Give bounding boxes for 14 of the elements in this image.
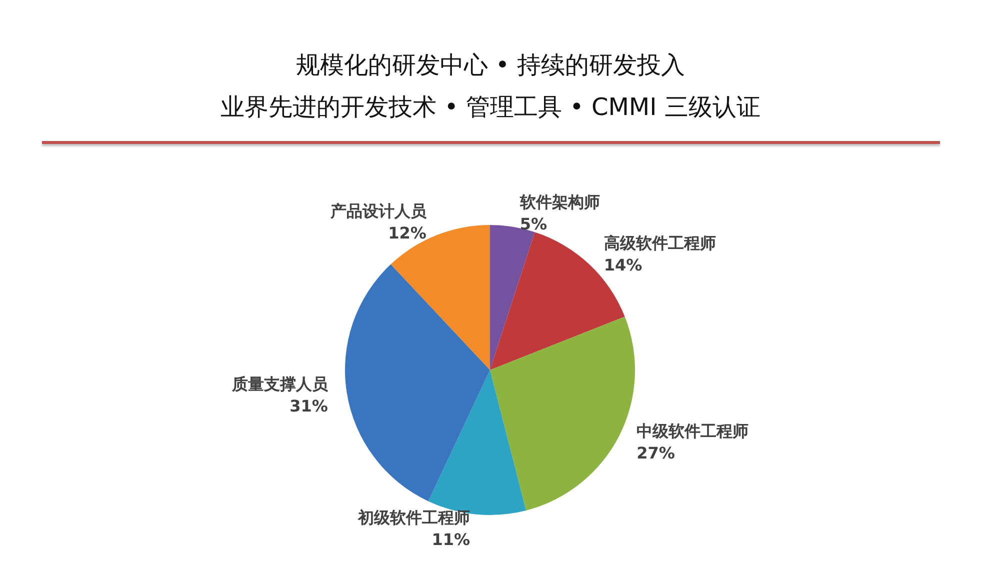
data-label: 5%: [520, 214, 548, 234]
slice-label: 质量支撑人员: [230, 374, 329, 394]
data-label: 27%: [636, 444, 675, 463]
data-label: 12%: [388, 224, 426, 243]
slice-label: 初级软件工程师: [357, 508, 470, 527]
data-label: 31%: [290, 396, 328, 416]
slice-label: 高级软件工程师: [604, 234, 716, 253]
slice-label: 产品设计人员: [329, 202, 428, 221]
slice-label: 中级软件工程师: [636, 422, 749, 441]
data-label: 14%: [604, 256, 642, 275]
chart-title: 规模化的研发中心 • 持续的研发投入: [296, 51, 686, 79]
chart-subtitle: 业界先进的开发技术 • 管理工具 • CMMI 三级认证: [220, 93, 760, 121]
data-label: 11%: [432, 530, 470, 549]
slice-label: 软件架构师: [518, 192, 600, 212]
